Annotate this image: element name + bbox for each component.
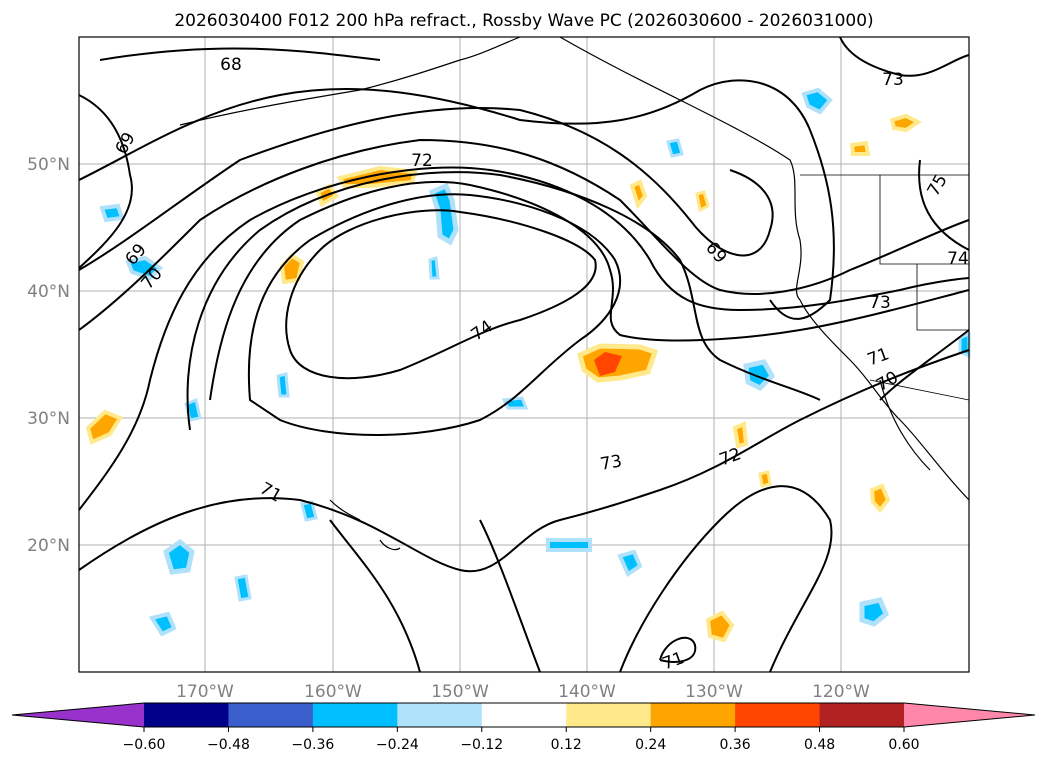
colorbar-tick-label: −0.36 <box>291 737 334 753</box>
patch-negative <box>125 255 164 281</box>
lat-label-50n: 50°N <box>27 155 70 175</box>
contour-71 <box>78 166 970 511</box>
lon-label-160w: 160°W <box>304 682 362 702</box>
patch-negative <box>276 372 290 398</box>
contour-label: 73 <box>882 70 904 90</box>
patch-positive <box>705 610 735 643</box>
colorbar-tick-label: 0.36 <box>720 737 751 753</box>
latitude-labels: 20°N 30°N 40°N 50°N <box>27 155 70 556</box>
colorbar-tick-label: −0.24 <box>376 737 419 753</box>
contour-68 <box>78 94 133 269</box>
colorbar-segment <box>144 703 229 727</box>
colorbar-segment <box>735 703 821 727</box>
lon-label-150w: 150°W <box>431 682 489 702</box>
patch-positive <box>758 470 772 488</box>
coastlines <box>179 36 970 551</box>
patch-negative <box>148 611 177 637</box>
patch-positive <box>85 409 123 445</box>
map-panel: 68 69 69 70 71 71 71 72 72 73 73 73 74 7… <box>78 36 971 674</box>
contour-73-inner <box>247 193 621 436</box>
contour-s3 <box>479 519 541 673</box>
contour-75 <box>918 159 970 251</box>
lat-label-30n: 30°N <box>27 409 70 429</box>
patch-negative <box>234 574 252 602</box>
contour-73-ne <box>839 36 970 77</box>
colorbar-tick-label: 0.24 <box>635 737 666 753</box>
lat-label-20n: 20°N <box>27 536 70 556</box>
lat-label-40n: 40°N <box>27 282 70 302</box>
colorbar-segment <box>397 703 483 727</box>
contour-71-south <box>78 349 970 573</box>
patch-negative <box>428 182 459 246</box>
coastline-hawaii-chain <box>329 499 361 521</box>
patch-negative <box>617 549 643 577</box>
patch-negative <box>801 87 833 115</box>
contour-69 <box>78 79 835 320</box>
map-background <box>79 37 969 672</box>
colorbar-segment <box>566 703 652 727</box>
colorbar-tick-label: −0.60 <box>123 737 166 753</box>
state-borders-2 <box>916 264 969 331</box>
colorbar-segment <box>650 703 736 727</box>
patch-negative <box>99 203 125 223</box>
colorbar-segment <box>228 703 314 727</box>
contour-70 <box>78 138 970 331</box>
map-frame <box>78 36 970 673</box>
longitude-labels: 170°W 160°W 150°W 140°W 130°W 120°W <box>176 682 870 702</box>
colorbar-tick-label: −0.48 <box>207 737 250 753</box>
patch-positive <box>732 421 749 449</box>
patch-positive <box>629 179 648 210</box>
colorbar-segment <box>312 703 398 727</box>
contour-label: 73 <box>869 293 891 313</box>
state-borders <box>879 175 969 265</box>
patch-strong-positive <box>594 352 622 376</box>
contour-74 <box>285 209 597 380</box>
contour-68b <box>99 47 381 61</box>
patch-negative <box>163 538 195 575</box>
coastline-alaska <box>179 36 521 126</box>
contour-label: 68 <box>220 55 242 75</box>
patch-negative <box>546 538 592 552</box>
colorbar-tick-label: −0.12 <box>460 737 503 753</box>
colorbar-tick-label: 0.60 <box>888 737 919 753</box>
coastline-hawaii <box>379 539 401 551</box>
colorbar-extend-min <box>12 703 144 727</box>
contour-72 <box>209 180 970 401</box>
colorbar-segment <box>481 703 567 727</box>
shaded-patches <box>85 87 971 643</box>
colorbar-tick-label: 0.12 <box>551 737 582 753</box>
political-borders <box>800 174 970 401</box>
border-us-mexico <box>869 379 970 401</box>
contour-69-b <box>78 107 774 271</box>
contour-label: 73 <box>599 451 624 474</box>
colorbar-extend-max <box>904 703 1035 727</box>
contour-s4 <box>619 485 833 673</box>
patch-negative <box>428 255 440 280</box>
coastline-na-west <box>559 36 970 501</box>
contour-73 <box>186 171 821 431</box>
lon-label-140w: 140°W <box>558 682 616 702</box>
contour-70-se <box>879 329 970 401</box>
patch-negative <box>859 597 890 627</box>
colorbar: −0.60 −0.48 −0.36 −0.24 −0.12 0.12 0.24 0.36 0.4… <box>11 702 1036 753</box>
contour-label: 74 <box>947 249 969 269</box>
lon-label-170w: 170°W <box>176 682 234 702</box>
patch-negative <box>666 138 684 158</box>
patch-positive <box>869 483 891 514</box>
contours <box>78 36 970 673</box>
lon-label-130w: 130°W <box>685 682 743 702</box>
patch-positive <box>695 190 710 213</box>
contour-71-s2 <box>329 519 421 673</box>
patch-negative <box>743 359 776 392</box>
contour-71-small <box>659 636 697 663</box>
coastline-baja <box>879 379 931 471</box>
lon-label-120w: 120°W <box>812 682 870 702</box>
colorbar-segment <box>819 703 905 727</box>
colorbar-tick-label: 0.48 <box>804 737 835 753</box>
map-title: 2026030400 F012 200 hPa refract., Rossby… <box>174 11 873 31</box>
patch-positive <box>849 140 871 156</box>
patch-positive <box>889 113 922 133</box>
contour-label: 72 <box>411 151 433 171</box>
